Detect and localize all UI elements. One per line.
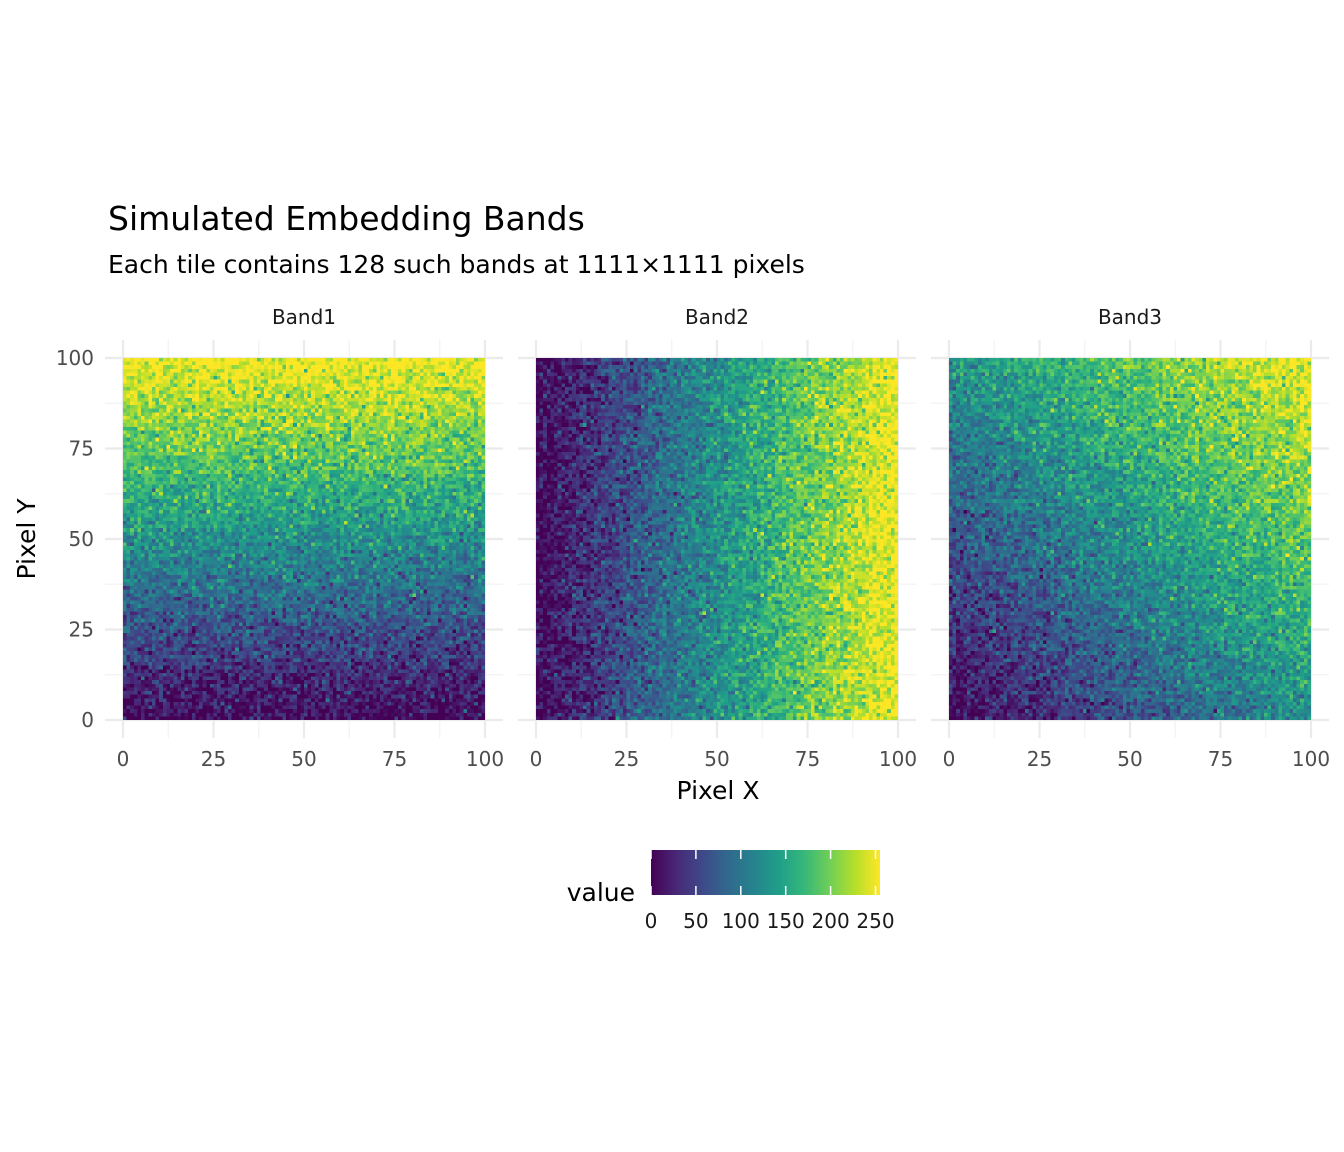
strip-label: Band3 (1098, 305, 1162, 329)
legend-tick-label: 0 (645, 909, 658, 933)
x-tick-label: 25 (1027, 747, 1052, 771)
chart-title: Simulated Embedding Bands (108, 199, 585, 238)
y-tick-label: 0 (81, 708, 94, 732)
x-tick-label: 100 (466, 747, 504, 771)
x-axis-label: Pixel X (677, 776, 760, 805)
raster-band1 (123, 358, 485, 720)
legend-tick-label: 250 (856, 909, 894, 933)
panel-band1: Band1 0 25 50 75 100 (105, 305, 504, 771)
x-tick-label: 100 (879, 747, 917, 771)
x-tick-label: 100 (1292, 747, 1330, 771)
x-tick-label: 75 (382, 747, 407, 771)
panel-band3: Band3 0 25 50 75 100 (931, 305, 1330, 771)
legend-tick-label: 50 (683, 909, 708, 933)
legend-tick-label: 200 (812, 909, 850, 933)
y-tick-label: 100 (56, 346, 94, 370)
color-legend: value 0 50 100 150 200 250 (567, 850, 895, 933)
strip-label: Band1 (272, 305, 336, 329)
y-tick-label: 50 (69, 527, 94, 551)
chart-subtitle: Each tile contains 128 such bands at 111… (108, 250, 805, 279)
panel-band2: Band2 0 25 50 75 100 (518, 305, 917, 771)
legend-tick-label: 150 (767, 909, 805, 933)
x-tick-label: 75 (1208, 747, 1233, 771)
x-tick-label: 0 (943, 747, 956, 771)
x-tick-label: 75 (795, 747, 820, 771)
x-tick-label: 50 (704, 747, 729, 771)
y-tick-label: 75 (69, 437, 94, 461)
x-tick-label: 50 (291, 747, 316, 771)
facet-panels: Band1 0 25 50 75 100 Band2 0 25 50 75 100 Band3 0 25 50… (56, 305, 1330, 771)
x-tick-label: 50 (1117, 747, 1142, 771)
legend-title: value (567, 878, 635, 907)
x-tick-label: 25 (614, 747, 639, 771)
colorbar (651, 850, 880, 895)
legend-tick-label: 100 (722, 909, 760, 933)
x-tick-label: 25 (201, 747, 226, 771)
raster-band2 (536, 358, 898, 720)
strip-label: Band2 (685, 305, 749, 329)
y-tick-label: 25 (69, 618, 94, 642)
y-axis-label: Pixel Y (12, 498, 41, 580)
x-tick-label: 0 (117, 747, 130, 771)
raster-band3 (949, 358, 1311, 720)
x-tick-label: 0 (530, 747, 543, 771)
